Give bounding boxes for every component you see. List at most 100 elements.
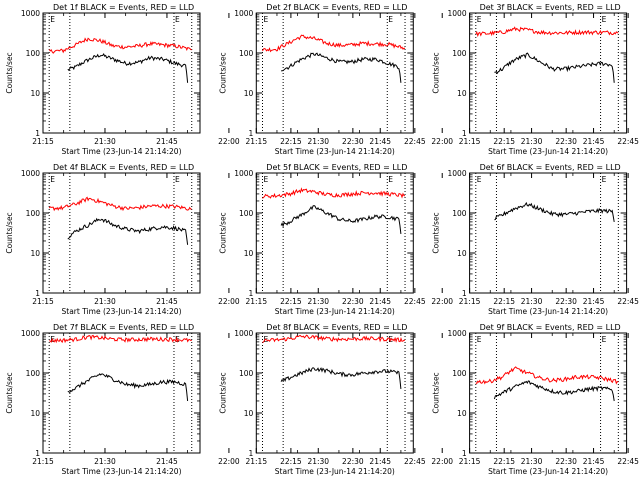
x-tick-label: 22:15	[280, 457, 302, 466]
y-tick-label: 100	[452, 209, 467, 218]
y-axis-label: Counts/sec	[432, 372, 441, 413]
panel-title: Det 7f BLACK = Events, RED = LLD	[53, 323, 194, 332]
y-tick-label: 100	[239, 49, 254, 58]
y-tick-label: 1000	[448, 9, 467, 18]
x-axis-label: Start Time (23-Jun-14 21:14:20)	[62, 147, 182, 156]
x-tick-label: 21:45	[583, 137, 605, 146]
plot-frame	[42, 12, 201, 134]
x-tick-label: 21:15	[245, 457, 267, 466]
y-tick-label: 10	[457, 249, 467, 258]
x-tick-label: 22:15	[280, 137, 302, 146]
x-tick-label: 22:00	[431, 137, 453, 146]
event-marker-label: E	[175, 175, 180, 184]
y-axis-label: Counts/sec	[5, 212, 14, 253]
x-tick-label: 22:15	[280, 297, 302, 306]
x-tick-label: 21:30	[94, 457, 116, 466]
x-tick-label: 22:30	[342, 457, 364, 466]
panel-title: Det 5f BLACK = Events, RED = LLD	[266, 163, 407, 172]
plot-frame	[42, 332, 201, 454]
y-axis-label: Counts/sec	[218, 212, 227, 253]
y-tick-label: 10	[244, 249, 254, 258]
x-tick-label: 22:15	[493, 137, 515, 146]
lld-series-line	[262, 334, 405, 343]
y-tick-label: 1	[462, 129, 467, 138]
x-tick-label: 22:30	[342, 137, 364, 146]
event-marker-label: E	[477, 335, 482, 344]
y-tick-label: 1000	[234, 169, 253, 178]
y-tick-label: 10	[457, 409, 467, 418]
plot-frame	[469, 172, 628, 294]
x-tick-label: 22:00	[431, 457, 453, 466]
y-tick-label: 1000	[448, 329, 467, 338]
detector-panel: Det 5f BLACK = Events, RED = LLD 1 10 100 10…	[218, 163, 639, 316]
x-tick-label: 21:30	[307, 137, 329, 146]
event-marker-label: E	[263, 175, 268, 184]
event-marker-label: E	[175, 15, 180, 24]
y-tick-label: 1000	[21, 169, 40, 178]
y-tick-label: 1	[249, 449, 254, 458]
x-tick-label: 21:45	[369, 137, 391, 146]
y-tick-label: 1000	[21, 329, 40, 338]
lld-series-line	[49, 334, 192, 344]
lld-series-line	[475, 366, 619, 385]
x-tick-label: 21:45	[369, 297, 391, 306]
lld-series-line	[262, 34, 406, 53]
y-tick-label: 10	[30, 249, 40, 258]
x-tick-label: 21:45	[156, 297, 178, 306]
event-marker-label: E	[388, 15, 393, 24]
x-tick-label: 21:30	[521, 457, 543, 466]
x-tick-label: 21:30	[521, 297, 543, 306]
panel-title: Det 3f BLACK = Events, RED = LLD	[480, 3, 621, 12]
y-tick-label: 100	[452, 369, 467, 378]
panel-title: Det 6f BLACK = Events, RED = LLD	[480, 163, 621, 172]
event-marker-label: E	[263, 15, 268, 24]
y-tick-label: 1	[35, 289, 40, 298]
y-tick-label: 1	[249, 129, 254, 138]
plot-frame	[255, 332, 414, 454]
detector-panel: Det 9f BLACK = Events, RED = LLD 1 10 100 10…	[432, 323, 628, 476]
panel-title: Det 9f BLACK = Events, RED = LLD	[480, 323, 621, 332]
detector-panel: Det 6f BLACK = Events, RED = LLD 1 10 100 10…	[432, 163, 628, 316]
y-tick-label: 10	[457, 89, 467, 98]
x-tick-label: 22:00	[218, 137, 240, 146]
plot-frame	[255, 12, 414, 134]
x-axis-label: Start Time (23-Jun-14 21:14:20)	[275, 467, 395, 476]
lld-series-line	[262, 187, 406, 199]
x-tick-label: 22:45	[404, 137, 426, 146]
y-tick-label: 1	[35, 449, 40, 458]
detector-panel: Det 4f BLACK = Events, RED = LLD 1 10 100 10…	[5, 163, 426, 316]
x-tick-label: 21:30	[307, 297, 329, 306]
y-tick-label: 1000	[448, 169, 467, 178]
x-tick-label: 22:15	[493, 457, 515, 466]
plot-frame	[42, 172, 201, 294]
x-tick-label: 21:15	[459, 137, 481, 146]
event-marker-label: E	[477, 175, 482, 184]
event-marker-label: E	[50, 175, 55, 184]
detector-panel: Det 3f BLACK = Events, RED = LLD 1 10 100 10…	[432, 3, 628, 156]
events-series-line	[67, 373, 189, 402]
y-tick-label: 10	[30, 89, 40, 98]
x-axis-label: Start Time (23-Jun-14 21:14:20)	[488, 147, 608, 156]
x-tick-label: 21:30	[521, 137, 543, 146]
y-tick-label: 1	[462, 449, 467, 458]
x-tick-label: 22:00	[431, 297, 453, 306]
y-tick-label: 100	[452, 49, 467, 58]
events-series-line	[494, 201, 615, 222]
y-tick-label: 10	[30, 409, 40, 418]
y-axis-label: Counts/sec	[432, 212, 441, 253]
events-series-line	[67, 53, 189, 83]
x-axis-label: Start Time (23-Jun-14 21:14:20)	[488, 467, 608, 476]
event-marker-label: E	[602, 15, 607, 24]
x-tick-label: 21:45	[156, 457, 178, 466]
plot-frame	[469, 332, 628, 454]
detector-panel: Det 8f BLACK = Events, RED = LLD 1 10 100 10…	[218, 323, 639, 476]
x-tick-label: 21:45	[583, 297, 605, 306]
y-tick-label: 100	[26, 209, 41, 218]
events-series-line	[493, 380, 615, 402]
x-tick-label: 22:00	[218, 457, 240, 466]
event-marker-label: E	[50, 15, 55, 24]
lld-series-line	[475, 26, 619, 38]
event-marker-label: E	[602, 175, 607, 184]
y-tick-label: 1000	[234, 9, 253, 18]
